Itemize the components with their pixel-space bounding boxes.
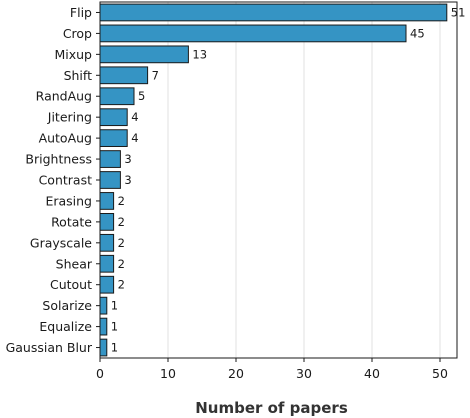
bar-rotate: [99, 213, 115, 231]
category-label: Jitering: [47, 110, 92, 125]
category-label: Rotate: [51, 214, 92, 229]
bar-autoaug: [99, 129, 128, 147]
value-label: 2: [118, 236, 125, 250]
bar-mixup: [99, 45, 189, 64]
bar-jitering: [99, 108, 128, 127]
bars: [99, 3, 448, 357]
category-label: Solarize: [42, 298, 92, 313]
x-tick-label: 30: [296, 366, 312, 381]
value-label: 13: [192, 47, 207, 61]
value-label: 2: [118, 278, 125, 292]
value-label: 4: [131, 131, 138, 145]
x-tick-label: 10: [160, 366, 176, 381]
bar-cutout: [99, 275, 115, 294]
x-ticks: 0 10 20 30 40 50: [96, 11, 448, 381]
value-label: 1: [111, 299, 118, 313]
category-label: AutoAug: [39, 131, 92, 146]
category-label: RandAug: [36, 89, 92, 104]
value-label: 2: [118, 215, 125, 229]
bar-flip: [99, 3, 448, 22]
x-tick-label: 40: [364, 366, 380, 381]
value-label: 45: [410, 26, 425, 40]
value-label: 1: [111, 341, 118, 355]
category-label: Equalize: [39, 319, 92, 334]
category-label: Gaussian Blur: [6, 340, 93, 355]
category-label: Grayscale: [30, 235, 92, 250]
category-label: Brightness: [25, 152, 92, 167]
value-label: 51: [451, 5, 466, 19]
x-tick-label: 50: [432, 366, 448, 381]
category-label: Shift: [64, 68, 93, 83]
bar-solarize: [99, 296, 108, 315]
bar-equalize: [99, 317, 108, 336]
bar-shift: [99, 66, 149, 85]
bar-grayscale: [99, 233, 115, 252]
plot-frame: [99, 1, 458, 359]
category-label: Erasing: [45, 193, 92, 208]
bar-erasing: [99, 192, 115, 210]
x-tick-label: 0: [96, 366, 104, 381]
value-label: 2: [118, 257, 125, 271]
x-tick-label: 20: [228, 366, 244, 381]
x-axis-label: Number of papers: [195, 399, 348, 417]
value-label: 3: [124, 173, 131, 187]
bar-crop: [99, 24, 407, 43]
category-label: Contrast: [39, 173, 93, 188]
bar-gaussian-blur: [99, 338, 108, 357]
category-label: Mixup: [54, 47, 92, 62]
bar-shear: [99, 254, 115, 273]
value-label: 7: [152, 68, 159, 82]
category-label: Shear: [56, 256, 93, 271]
category-label: Cutout: [50, 277, 92, 292]
value-label: 5: [138, 89, 145, 103]
bar-randaug: [99, 87, 135, 106]
category-label: Crop: [63, 26, 92, 41]
value-label: 4: [131, 110, 138, 124]
category-label: Flip: [70, 5, 92, 20]
value-label: 1: [111, 320, 118, 334]
value-label: 2: [118, 194, 125, 208]
value-label: 3: [124, 152, 131, 166]
bar-contrast: [99, 171, 121, 189]
bar-brightness: [99, 150, 121, 168]
category-labels: Flip Crop Mixup Shift RandAug Jitering AutoAug…: [6, 5, 93, 355]
